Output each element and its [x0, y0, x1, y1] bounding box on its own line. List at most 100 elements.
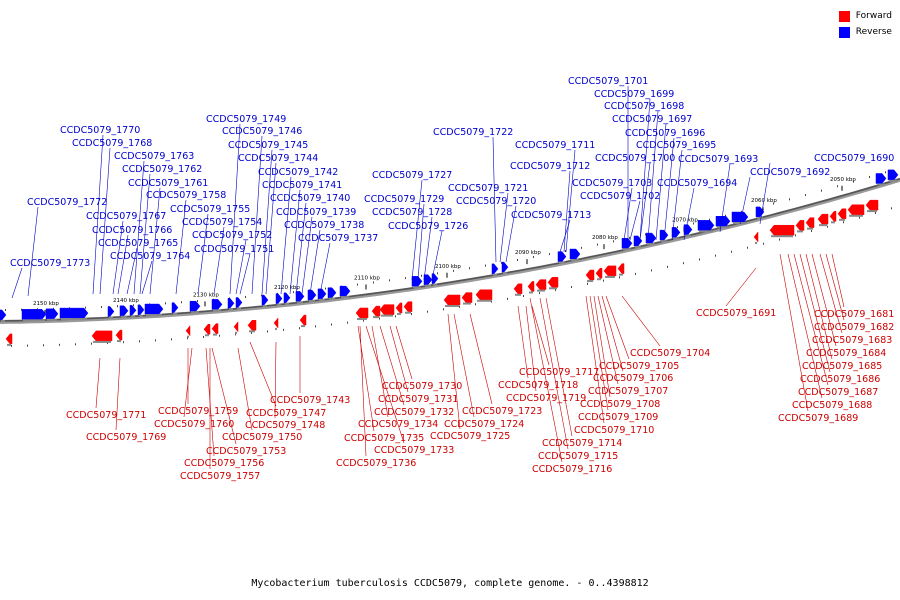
reverse-gene — [621, 238, 633, 249]
minor-tick — [779, 238, 780, 241]
reverse-gene — [21, 309, 47, 320]
reverse-gene-shadow — [319, 298, 325, 301]
forward-gene-label: CCDC5079_1707 — [588, 386, 668, 397]
forward-gene-label: CCDC5079_1709 — [578, 412, 658, 423]
reverse-gene — [659, 229, 669, 241]
minor-tick — [619, 276, 620, 279]
reverse-leader-line — [639, 162, 651, 241]
minor-tick — [187, 337, 188, 340]
minor-tick — [683, 262, 684, 265]
reverse-gene-label: CCDC5079_1695 — [636, 140, 716, 151]
reverse-gene-shadow — [61, 318, 87, 321]
minor-tick — [885, 171, 886, 174]
reverse-leader-line — [11, 267, 23, 299]
forward-gene-shadow — [381, 314, 393, 317]
forward-label: Forward — [855, 11, 892, 21]
reverse-gene-shadow — [425, 284, 431, 287]
minor-tick — [155, 339, 156, 342]
reverse-leader-line — [671, 149, 683, 241]
minor-tick — [123, 341, 124, 344]
reverse-leader-line — [251, 135, 263, 295]
forward-gene-label: CCDC5079_1724 — [444, 419, 524, 430]
minor-tick — [267, 330, 268, 333]
reverse-gene-shadow — [47, 318, 57, 321]
forward-leader-line — [357, 325, 375, 432]
forward-gene-label: CCDC5079_1732 — [374, 407, 454, 418]
forward-gene-label: CCDC5079_1716 — [532, 464, 612, 475]
forward-leader-line — [585, 295, 605, 424]
minor-tick — [859, 216, 860, 219]
reverse-leader-line — [423, 216, 433, 281]
reverse-gene-label: CCDC5079_1746 — [222, 126, 302, 137]
reverse-gene-shadow — [341, 296, 349, 299]
reverse-gene-label: CCDC5079_1702 — [580, 191, 660, 202]
reverse-gene-label: CCDC5079_1722 — [433, 127, 513, 138]
reverse-leader-line — [499, 192, 509, 263]
forward-gene — [547, 277, 559, 288]
minor-tick — [587, 282, 588, 285]
reverse-gene — [45, 308, 59, 320]
forward-gene-label: CCDC5079_1747 — [246, 408, 326, 419]
reverse-gene-label: CCDC5079_1755 — [170, 204, 250, 215]
minor-tick — [565, 250, 566, 253]
tick-label: 2060 kbp — [751, 198, 777, 204]
reverse-gene-shadow — [673, 237, 679, 240]
reverse-gene-shadow — [559, 261, 565, 264]
reverse-leader-line — [759, 162, 771, 225]
reverse-gene — [875, 173, 887, 184]
minor-tick — [389, 279, 390, 282]
forward-gene-shadow — [249, 330, 255, 333]
reverse-gene — [137, 304, 145, 316]
forward-gene-shadow — [807, 227, 813, 230]
minor-tick — [811, 230, 812, 233]
forward-gene-shadow — [605, 275, 615, 278]
forward-gene-label: CCDC5079_1715 — [538, 451, 618, 462]
forward-gene-label: CCDC5079_1710 — [574, 425, 654, 436]
reverse-gene-shadow — [757, 216, 763, 219]
reverse-gene-shadow — [571, 259, 579, 262]
forward-gene-shadow — [187, 335, 189, 338]
forward-leader-line — [274, 341, 277, 419]
forward-gene-label: CCDC5079_1717 — [519, 367, 599, 378]
reverse-gene-label: CCDC5079_1721 — [448, 183, 528, 194]
minor-tick — [27, 344, 28, 347]
legend-reverse: Reverse — [838, 24, 892, 40]
minor-tick — [827, 225, 828, 228]
reverse-gene — [501, 261, 509, 273]
forward-gene-label: CCDC5079_1719 — [506, 393, 586, 404]
backbone-shadow — [0, 177, 900, 324]
forward-gene-shadow — [797, 230, 803, 233]
reverse-gene-shadow — [263, 305, 267, 308]
reverse-leader-line — [565, 149, 576, 253]
reverse-gene-shadow — [23, 319, 45, 322]
minor-tick — [11, 344, 12, 347]
minor-tick — [363, 319, 364, 322]
reverse-gene-label: CCDC5079_1764 — [110, 251, 190, 262]
reverse-gene-shadow — [889, 179, 897, 182]
forward-gene — [603, 265, 617, 277]
forward-leader-line — [605, 295, 630, 360]
forward-gene — [535, 279, 547, 290]
reverse-gene-shadow — [661, 240, 667, 243]
minor-tick — [245, 295, 246, 298]
forward-gene — [753, 231, 759, 243]
reverse-gene-shadow — [329, 297, 335, 300]
reverse-gene-shadow — [191, 311, 199, 314]
minor-tick — [571, 286, 572, 289]
reverse-gene — [129, 305, 137, 316]
minor-tick — [667, 265, 668, 268]
minor-tick — [469, 267, 470, 270]
reverse-leader-line — [629, 200, 641, 241]
minor-tick — [507, 297, 508, 300]
forward-gene-shadow — [405, 311, 411, 314]
minor-tick — [203, 336, 204, 339]
reverse-leader-line — [639, 98, 651, 241]
minor-tick — [869, 176, 870, 179]
reverse-gene-shadow — [213, 309, 221, 312]
forward-leader-line — [379, 325, 405, 406]
reverse-gene-label: CCDC5079_1712 — [510, 161, 590, 172]
minor-tick — [85, 306, 86, 309]
reverse-leader-line — [295, 202, 307, 295]
minor-tick — [725, 214, 726, 217]
